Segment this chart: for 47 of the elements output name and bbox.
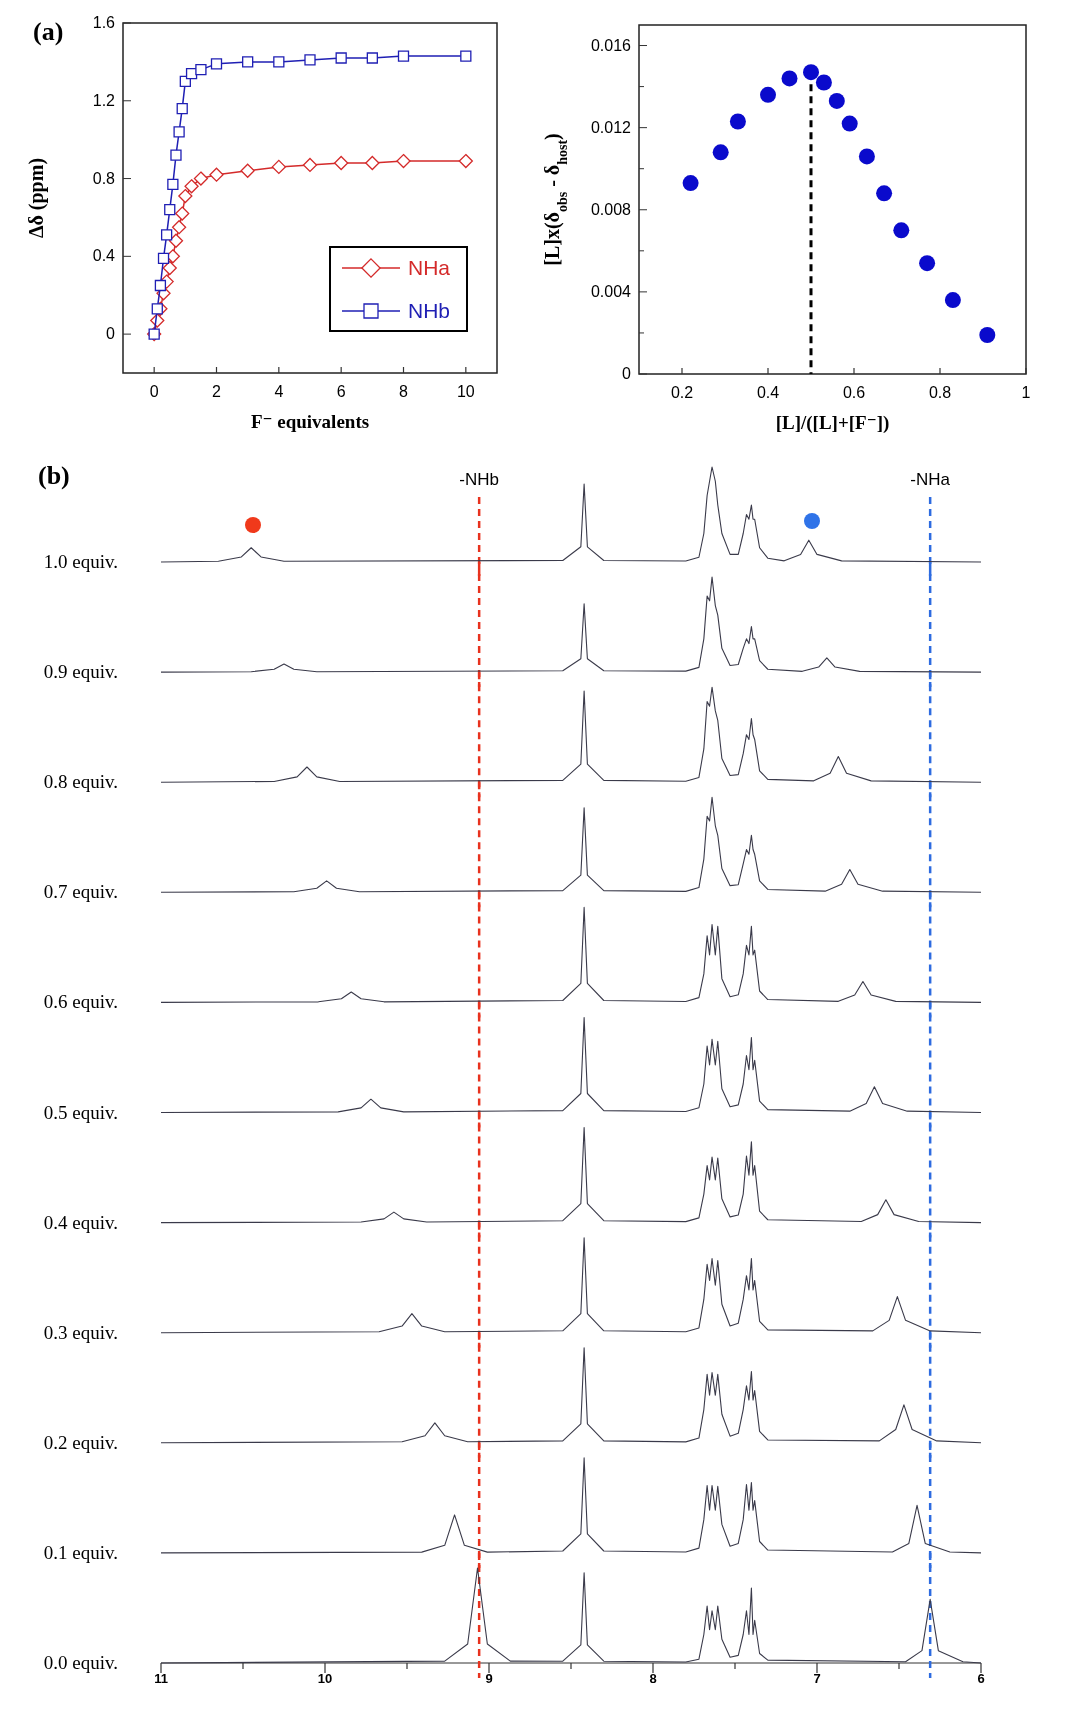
y-axis-title: 1.0 equiv. [43,551,118,572]
x-tick-label: 0.4 [756,384,780,401]
y-tick-label: 0.004 [590,282,632,300]
y-axis-title: 0.1 equiv. [43,1541,118,1563]
x-tick-label: 0.8 [928,384,952,401]
x-tick-label: 4 [274,383,284,400]
x-tick-label: 10 [317,1671,333,1686]
y-tick-label: 0 [106,325,116,343]
x-tick-label: 10 [456,383,475,400]
y-tick-label: 0.4 [92,247,116,265]
x-tick-label: 9 [485,1671,493,1686]
y-axis-title: 0.0 equiv. [43,1652,118,1673]
y-axis-title: 0.5 equiv. [43,1101,118,1123]
x-tick-label: 0.6 [842,384,866,401]
y-axis-title: 0.9 equiv. [43,661,118,683]
y-axis-title: 0.2 equiv. [43,1431,118,1453]
x-tick-label: 6 [336,383,346,400]
x-tick-label: 1 [1021,384,1031,401]
x-axis-title: F⁻ equivalents [250,411,370,432]
y-tick-label: 1.6 [92,14,116,31]
x-tick-label: 8 [399,383,409,400]
chart-title: (a) [33,17,64,46]
y-axis-title: 0.7 equiv. [43,881,118,903]
legend-label: NHb [408,299,451,322]
y-tick-label: 0.016 [590,36,632,54]
y-tick-label: 0 [622,365,632,382]
x-tick-label: 2 [212,383,222,400]
y-axis-title: 0.4 equiv. [43,1211,118,1233]
chart-title: (b) [38,461,70,490]
y-axis-title: 0.6 equiv. [43,991,118,1013]
legend-label: NHa [408,256,451,279]
x-tick-label: 0 [149,383,159,400]
ref-line-label: -NHa [910,470,951,489]
x-tick-label: 8 [649,1671,657,1686]
y-tick-label: 1.2 [92,91,116,109]
x-tick-label: 11 [154,1671,168,1686]
x-tick-label: 6 [977,1671,985,1686]
x-tick-label: 7 [813,1671,821,1686]
y-axis-title: Δδ (ppm) [25,157,48,239]
y-axis-title: 0.3 equiv. [43,1321,118,1343]
y-tick-label: 0.012 [590,118,632,136]
x-tick-label: 0.2 [670,384,694,401]
y-axis-title: 0.8 equiv. [43,771,118,793]
y-tick-label: 0.8 [92,169,116,187]
x-axis-title: [L]/([L]+[F⁻]) [775,412,890,434]
y-tick-label: 0.008 [590,200,632,218]
ref-line-label: -NHb [459,470,499,489]
